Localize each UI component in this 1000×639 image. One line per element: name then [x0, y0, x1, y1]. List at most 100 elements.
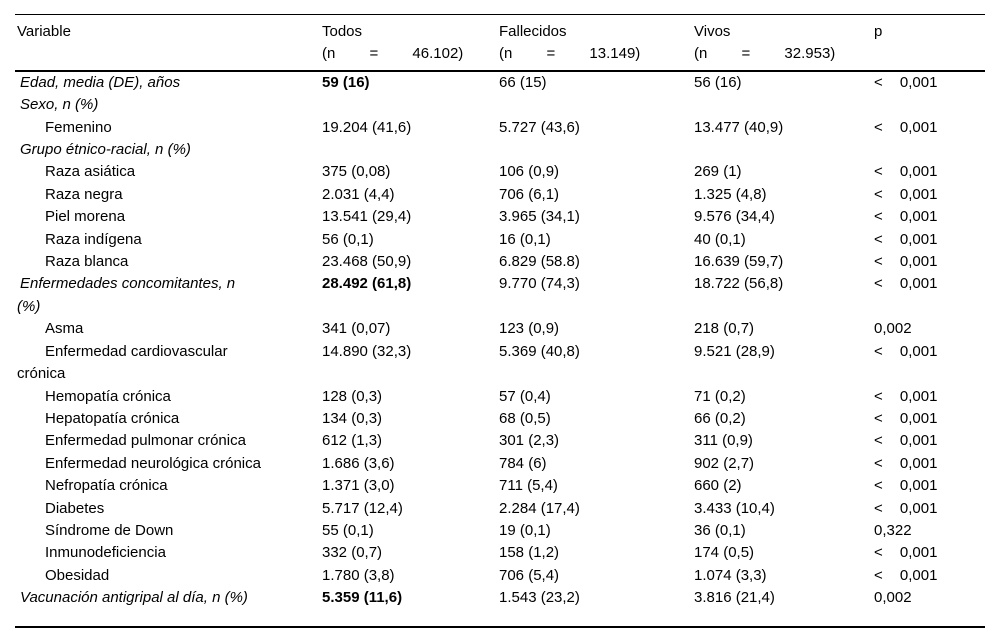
vivos-value-cell: 71 (0,2): [694, 387, 746, 405]
table-row: Enfermedades concomitantes, n (%) 28.492…: [15, 273, 985, 318]
p-value-cell: < 0,001: [874, 230, 938, 248]
header-variable: Variable: [15, 14, 320, 72]
table-row: Raza asiática 375 (0,08) 106 (0,9) 269 (…: [15, 161, 985, 183]
header-todos-n: (n = 46.102): [322, 45, 464, 63]
fallecidos-value-cell: 123 (0,9): [499, 320, 560, 338]
fallecidos-value-cell: 19 (0,1): [499, 521, 551, 539]
table-row: Raza negra 2.031 (4,4) 706 (6,1) 1.325 (…: [15, 184, 985, 206]
table-row: Sexo, n (%): [15, 94, 985, 116]
todos-value-cell: 1.686 (3,6): [322, 454, 395, 472]
vivos-value-cell: 174 (0,5): [694, 544, 755, 562]
vivos-value-cell: 218 (0,7): [694, 320, 755, 338]
todos-value-cell: 128 (0,3): [322, 387, 383, 405]
p-value-cell: < 0,001: [874, 185, 938, 203]
vivos-value-cell: [692, 94, 872, 116]
todos-value-cell: 56 (0,1): [322, 230, 374, 248]
p-value-cell: 0,002: [874, 320, 912, 338]
fallecidos-value-cell: [497, 139, 692, 161]
vivos-value-cell: 3.816 (21,4): [694, 589, 775, 607]
fallecidos-value-cell: 158 (1,2): [499, 544, 560, 562]
variable-cell: Vacunación antigripal al día, n (%): [20, 589, 248, 607]
statistics-table: Variable Todos (n = 46.102) Fallecidos (…: [15, 14, 985, 628]
p-value-cell: < 0,001: [874, 409, 938, 427]
variable-cell: Raza asiática: [45, 163, 136, 181]
variable-cell: Enfermedades concomitantes, n (%): [17, 275, 236, 315]
variable-cell: Síndrome de Down: [45, 521, 174, 539]
vivos-value-cell: 36 (0,1): [694, 521, 746, 539]
variable-cell: Nefropatía crónica: [45, 477, 168, 495]
variable-cell: Diabetes: [45, 499, 105, 517]
todos-value-cell: 375 (0,08): [322, 163, 391, 181]
p-value-cell: < 0,001: [874, 118, 938, 136]
table-row: Vacunación antigripal al día, n (%) 5.35…: [15, 587, 985, 626]
variable-cell: Grupo étnico-racial, n (%): [20, 141, 191, 159]
vivos-value-cell: 66 (0,2): [694, 409, 746, 427]
variable-cell: Enfermedad pulmonar crónica: [45, 432, 246, 450]
fallecidos-value-cell: 1.543 (23,2): [499, 589, 580, 607]
todos-value-cell: 332 (0,7): [322, 544, 383, 562]
header-todos: Todos (n = 46.102): [320, 14, 497, 72]
fallecidos-value-cell: 3.965 (34,1): [499, 208, 580, 226]
table-row: Grupo étnico-racial, n (%): [15, 139, 985, 161]
p-value-cell: < 0,001: [874, 454, 938, 472]
vivos-value-cell: [692, 139, 872, 161]
todos-value-cell: 23.468 (50,9): [322, 253, 412, 271]
vivos-value-cell: 9.521 (28,9): [694, 342, 775, 360]
fallecidos-value-cell: 5.369 (40,8): [499, 342, 580, 360]
variable-cell: Obesidad: [45, 566, 110, 584]
variable-cell: Edad, media (DE), años: [20, 73, 181, 91]
todos-value-cell: 55 (0,1): [322, 521, 374, 539]
todos-value-cell: 19.204 (41,6): [322, 118, 412, 136]
fallecidos-value-cell: 66 (15): [499, 73, 547, 91]
table-row: Enfermedad pulmonar crónica 612 (1,3) 30…: [15, 430, 985, 452]
variable-cell: Sexo, n (%): [20, 96, 99, 114]
todos-value-cell: 5.717 (12,4): [322, 499, 403, 517]
fallecidos-value-cell: 706 (5,4): [499, 566, 560, 584]
header-fallecidos-label: Fallecidos: [499, 23, 567, 40]
p-value-cell: < 0,001: [874, 387, 938, 405]
variable-cell: Asma: [45, 320, 84, 338]
header-vivos: Vivos (n = 32.953): [692, 14, 872, 72]
p-value-cell: < 0,001: [874, 544, 938, 562]
todos-value-cell: 612 (1,3): [322, 432, 383, 450]
table-row: Enfermedad neurológica crónica 1.686 (3,…: [15, 453, 985, 475]
table-row: Edad, media (DE), años 59 (16) 66 (15) 5…: [15, 71, 985, 94]
todos-value-cell: 59 (16): [322, 73, 370, 91]
vivos-value-cell: 56 (16): [694, 73, 742, 91]
header-fallecidos-n: (n = 13.149): [499, 45, 641, 63]
fallecidos-value-cell: 57 (0,4): [499, 387, 551, 405]
variable-cell: Raza negra: [45, 185, 123, 203]
p-value-cell: < 0,001: [874, 73, 938, 91]
header-todos-label: Todos: [322, 23, 363, 40]
fallecidos-value-cell: 68 (0,5): [499, 409, 551, 427]
todos-value-cell: [320, 139, 497, 161]
vivos-value-cell: 1.325 (4,8): [694, 185, 767, 203]
p-value-cell: 0,322: [874, 521, 912, 539]
todos-value-cell: 341 (0,07): [322, 320, 391, 338]
vivos-value-cell: 3.433 (10,4): [694, 499, 775, 517]
table-row: Raza blanca 23.468 (50,9) 6.829 (58.8) 1…: [15, 251, 985, 273]
variable-cell: Femenino: [45, 118, 112, 136]
vivos-value-cell: 40 (0,1): [694, 230, 746, 248]
table-body: Edad, media (DE), años 59 (16) 66 (15) 5…: [15, 71, 985, 627]
table-header: Variable Todos (n = 46.102) Fallecidos (…: [15, 14, 985, 72]
table-row: Piel morena 13.541 (29,4) 3.965 (34,1) 9…: [15, 206, 985, 228]
variable-cell: Raza blanca: [45, 253, 129, 271]
todos-value-cell: 2.031 (4,4): [322, 185, 395, 203]
p-value-cell: < 0,001: [874, 499, 938, 517]
header-row: Variable Todos (n = 46.102) Fallecidos (…: [15, 14, 985, 72]
table-row: Síndrome de Down 55 (0,1) 19 (0,1) 36 (0…: [15, 520, 985, 542]
table-row: Nefropatía crónica 1.371 (3,0) 711 (5,4)…: [15, 475, 985, 497]
variable-cell: Enfermedad neurológica crónica: [45, 454, 261, 472]
variable-cell: Enfermedad cardiovascular crónica: [17, 342, 228, 383]
table-row: Inmunodeficiencia 332 (0,7) 158 (1,2) 17…: [15, 542, 985, 564]
vivos-value-cell: 269 (1): [694, 163, 742, 181]
todos-value-cell: [320, 94, 497, 116]
vivos-value-cell: 16.639 (59,7): [694, 253, 784, 271]
table-row: Raza indígena 56 (0,1) 16 (0,1) 40 (0,1)…: [15, 229, 985, 251]
todos-value-cell: 28.492 (61,8): [322, 275, 412, 293]
p-value-cell: < 0,001: [874, 253, 938, 271]
todos-value-cell: 14.890 (32,3): [322, 342, 412, 360]
todos-value-cell: 1.371 (3,0): [322, 477, 395, 495]
